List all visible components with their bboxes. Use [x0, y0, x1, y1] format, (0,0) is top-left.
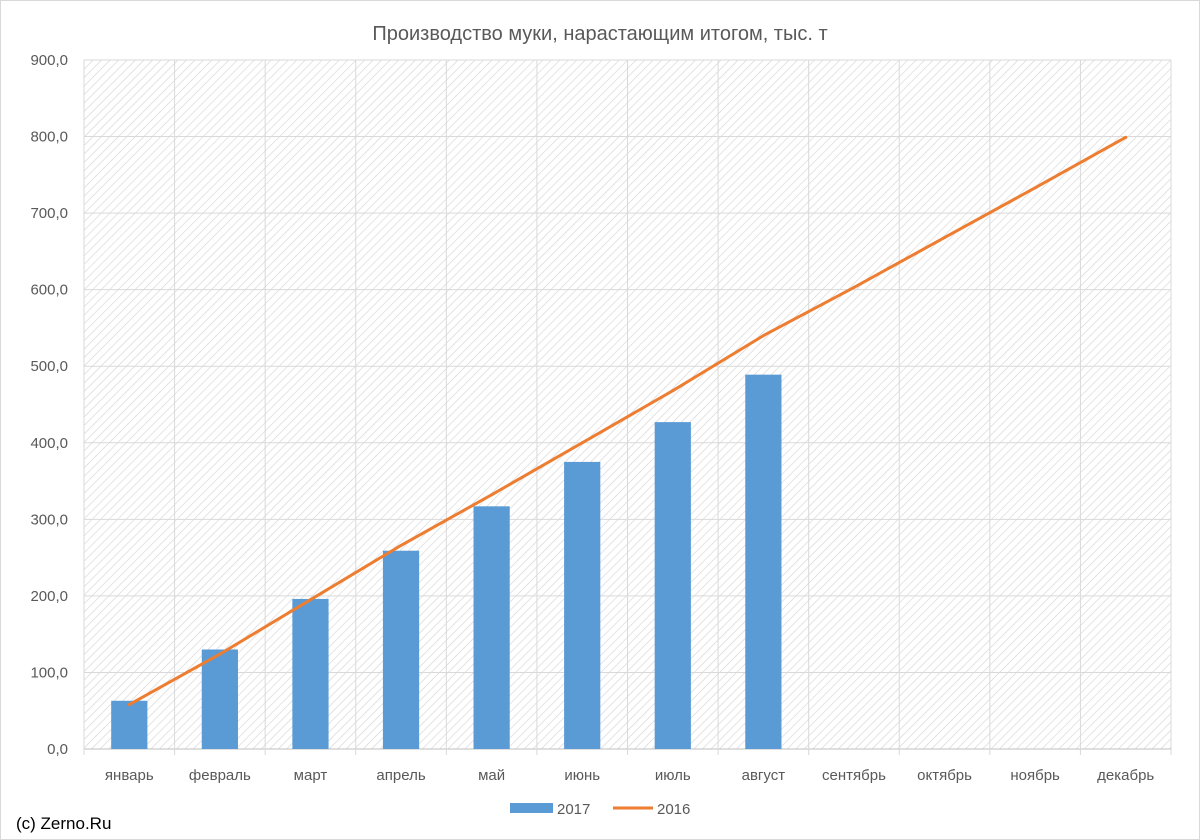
x-tick-label: август	[742, 767, 786, 784]
line-point-2016	[1124, 135, 1128, 139]
y-tick-label: 600,0	[30, 282, 68, 299]
x-tick-label: июнь	[564, 767, 600, 784]
legend-label-2016: 2016	[657, 801, 690, 818]
series-line-2016	[127, 135, 1128, 707]
y-tick-label: 0,0	[47, 741, 68, 758]
bar-2017	[382, 550, 420, 749]
bar-2017	[473, 506, 510, 749]
chart-title: Производство муки, нарастающим итогом, т…	[372, 23, 827, 45]
line-point-2016	[1033, 186, 1037, 190]
bar-2017	[564, 461, 601, 749]
line-point-2016	[943, 236, 947, 240]
line-point-2016	[490, 493, 494, 497]
x-axis: январь февраль март апрель май июнь июль август…	[105, 767, 1154, 784]
y-tick-label: 900,0	[30, 52, 68, 69]
legend-swatch-2017	[510, 803, 553, 813]
legend: 2017 2016	[510, 801, 690, 818]
bar-2017	[745, 374, 782, 749]
line-point-2016	[671, 389, 675, 393]
y-tick-label: 100,0	[30, 664, 68, 681]
y-tick-label: 300,0	[30, 511, 68, 528]
x-tick-label: октябрь	[917, 767, 972, 784]
x-tick-label: декабрь	[1097, 767, 1154, 784]
y-tick-label: 700,0	[30, 205, 68, 222]
y-tick-label: 400,0	[30, 435, 68, 452]
line-point-2016	[580, 441, 584, 445]
copyright-text: (c) Zerno.Ru	[16, 814, 112, 833]
y-tick-label: 500,0	[30, 358, 68, 375]
x-tick-label: февраль	[189, 767, 251, 784]
line-point-2016	[399, 543, 403, 547]
bars-2017	[111, 374, 782, 749]
line-point-2016	[127, 703, 131, 707]
bar-2017	[292, 598, 329, 749]
y-tick-label: 800,0	[30, 129, 68, 146]
line-point-2016	[761, 334, 765, 338]
legend-label-2017: 2017	[557, 801, 590, 818]
x-tick-label: сентябрь	[822, 767, 886, 784]
bar-2017	[111, 700, 148, 749]
line-2016	[127, 135, 1128, 707]
x-tick-label: январь	[105, 767, 154, 784]
grid-layer	[83, 59, 1172, 755]
bar-2017	[201, 649, 238, 749]
x-tick-label: апрель	[376, 767, 425, 784]
x-tick-label: июль	[655, 767, 691, 784]
bar-2017	[654, 422, 691, 749]
line-point-2016	[852, 285, 856, 289]
x-tick-label: май	[478, 767, 505, 784]
y-tick-label: 200,0	[30, 588, 68, 605]
y-axis: 0,0 100,0 200,0 300,0 400,0 500,0 600,0 700,0 80…	[30, 52, 68, 758]
line-point-2016	[218, 652, 222, 656]
line-point-2016	[308, 598, 312, 602]
x-tick-label: ноябрь	[1010, 767, 1060, 784]
x-tick-label: март	[294, 767, 328, 784]
